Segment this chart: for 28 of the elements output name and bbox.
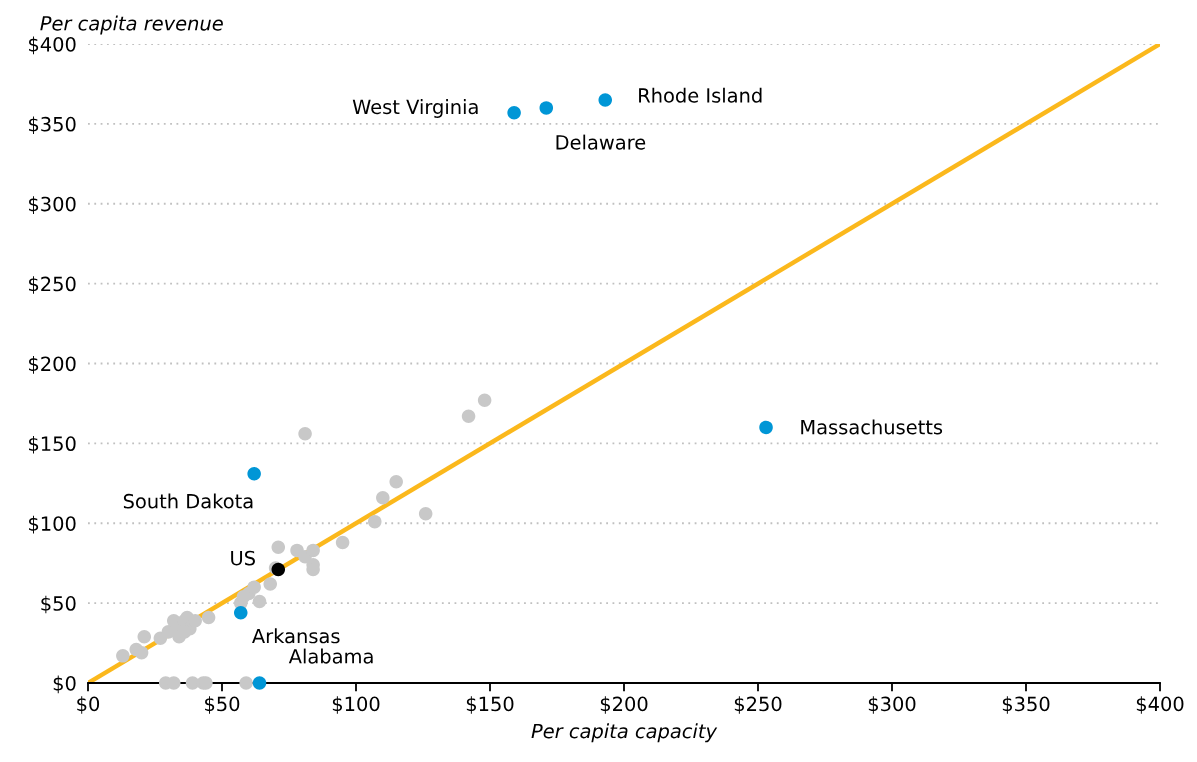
x-tick-label: $0 [77,696,100,714]
y-tick-label: $0 [53,675,76,694]
annotation: Delaware [556,134,646,150]
annotation: South Dakota [123,493,253,509]
annotation: Massachusetts [801,419,943,435]
y-tick-label: $300 [29,196,76,214]
x-tick-label: $300 [868,696,916,714]
x-tick-label: $200 [600,696,648,714]
x-tick-label: $100 [332,696,380,714]
x-axis-title: Per capita capacity [531,723,718,743]
y-tick-label: $400 [29,36,76,55]
x-tick-label: $400 [1136,696,1184,714]
y-tick-label: $50 [41,595,76,614]
y-tick-label: $200 [29,356,76,374]
y-tick-label: $350 [29,116,76,135]
y-tick-label: $150 [29,435,76,454]
annotation: Rhode Island [639,87,762,103]
x-tick-label: $350 [1002,696,1050,714]
annotation: Arkansas [252,628,340,644]
x-tick-label: $150 [466,696,514,714]
y-tick-label: $100 [29,515,76,534]
y-tick-label: $250 [29,276,76,294]
annotation: West Virginia [352,99,478,118]
x-tick-label: $50 [205,696,240,714]
y-axis-title: Per capita revenue [40,15,223,35]
annotation: Alabama [288,648,373,664]
annotation: US [231,550,255,566]
x-tick-label: $250 [734,696,782,714]
